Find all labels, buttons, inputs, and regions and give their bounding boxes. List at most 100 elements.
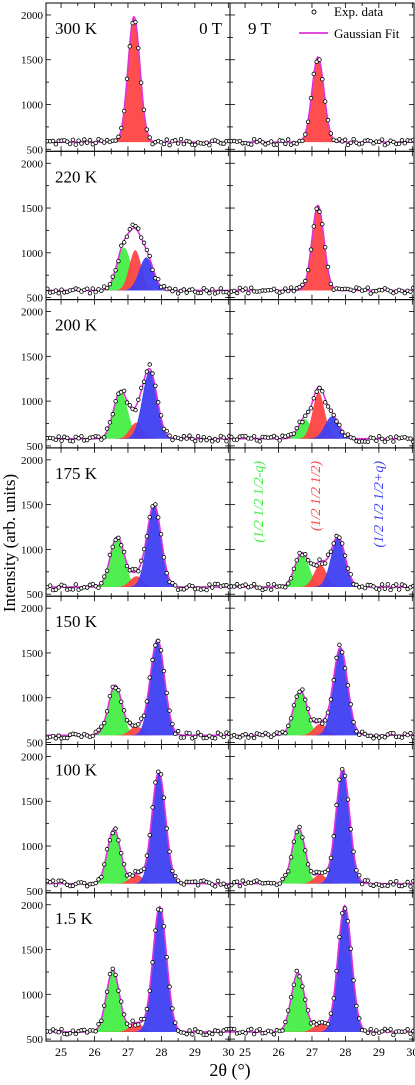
data-point xyxy=(50,733,56,739)
y-tick-label: 2000 xyxy=(21,307,44,319)
data-point xyxy=(243,434,248,439)
panel-plot-area xyxy=(46,222,230,296)
data-point xyxy=(374,438,379,443)
data-point xyxy=(283,585,288,590)
data-point xyxy=(227,138,230,144)
data-point xyxy=(207,582,212,587)
data-point xyxy=(93,140,98,146)
data-point xyxy=(96,585,101,590)
data-point xyxy=(127,44,132,49)
y-tick-label: 500 xyxy=(27,589,44,601)
data-point xyxy=(365,1030,371,1035)
data-point xyxy=(215,878,221,884)
data-point xyxy=(334,968,339,974)
data-point xyxy=(136,226,141,231)
data-point xyxy=(320,77,325,82)
panel-220K-0T: 500 1000 1500 2000 220 K xyxy=(21,150,231,305)
data-point xyxy=(121,1012,127,1017)
data-point xyxy=(385,582,390,587)
data-point xyxy=(311,71,316,77)
data-point xyxy=(107,837,113,843)
data-point xyxy=(136,722,141,727)
data-point xyxy=(62,880,67,885)
data-point xyxy=(173,1020,178,1025)
data-point xyxy=(348,702,353,707)
temperature-label: 300 K xyxy=(55,19,98,38)
data-point xyxy=(113,268,118,273)
data-point xyxy=(283,731,288,736)
data-point xyxy=(164,690,169,696)
data-point xyxy=(144,369,150,374)
panel-plot-area xyxy=(46,362,230,444)
data-point xyxy=(204,140,209,145)
y-tick-label: 500 xyxy=(27,738,44,750)
data-point xyxy=(311,396,316,401)
peak-green xyxy=(80,829,148,884)
data-point xyxy=(175,878,181,883)
data-point xyxy=(260,140,265,145)
data-point xyxy=(121,240,127,245)
peak-red xyxy=(287,1022,354,1032)
data-point xyxy=(195,730,201,735)
panel-plot-area xyxy=(46,769,230,889)
data-point xyxy=(294,968,299,974)
data-point xyxy=(193,879,198,884)
data-point xyxy=(73,1031,78,1037)
data-point xyxy=(102,862,107,867)
panel-plot-area xyxy=(230,766,414,889)
data-point xyxy=(156,515,161,520)
data-point xyxy=(173,873,178,879)
data-point xyxy=(119,999,124,1004)
data-point xyxy=(286,137,291,142)
data-point xyxy=(141,1016,147,1022)
data-point xyxy=(234,290,240,296)
peak-green xyxy=(83,391,158,439)
data-point xyxy=(53,882,59,888)
data-point xyxy=(357,1016,362,1021)
data-point xyxy=(164,137,169,142)
data-point xyxy=(167,142,172,148)
data-point xyxy=(351,849,356,854)
data-point xyxy=(190,1032,195,1037)
data-point xyxy=(340,766,345,772)
data-point xyxy=(271,582,277,587)
data-point xyxy=(257,585,262,590)
panel-15K-9T: 25 26 27 28 29 30 xyxy=(229,892,415,1059)
data-point xyxy=(234,437,240,442)
data-point xyxy=(187,433,192,438)
data-point xyxy=(210,287,215,292)
data-point xyxy=(231,584,237,589)
data-point xyxy=(175,291,181,296)
data-point xyxy=(314,563,319,568)
gaussian-fit-line xyxy=(230,904,414,1033)
data-point xyxy=(73,142,78,147)
data-point xyxy=(379,436,385,442)
panel-plot-area xyxy=(46,905,230,1038)
y-tick-label: 500 xyxy=(27,144,44,156)
labels-layer: Intensity (arb. units) 2θ (°) xyxy=(0,474,251,1081)
data-point xyxy=(167,849,172,854)
data-point xyxy=(56,434,61,439)
data-point xyxy=(268,1029,274,1034)
data-point xyxy=(84,883,90,889)
data-point xyxy=(342,137,348,142)
data-point xyxy=(187,139,192,144)
data-point xyxy=(263,586,268,592)
temperature-label: 175 K xyxy=(55,464,98,483)
data-point xyxy=(138,558,144,563)
data-point xyxy=(99,1018,104,1023)
data-point xyxy=(348,946,353,951)
panel-plot-area xyxy=(46,638,230,741)
legend-marker-data xyxy=(311,9,317,15)
data-point xyxy=(271,1032,277,1037)
data-point xyxy=(391,882,396,887)
data-point xyxy=(84,140,90,145)
data-point xyxy=(170,288,175,294)
data-point xyxy=(127,720,132,725)
data-point xyxy=(325,264,331,270)
data-point xyxy=(99,437,104,442)
data-point xyxy=(234,879,240,884)
data-point xyxy=(249,436,254,441)
data-point xyxy=(161,668,167,674)
data-point xyxy=(79,434,84,439)
